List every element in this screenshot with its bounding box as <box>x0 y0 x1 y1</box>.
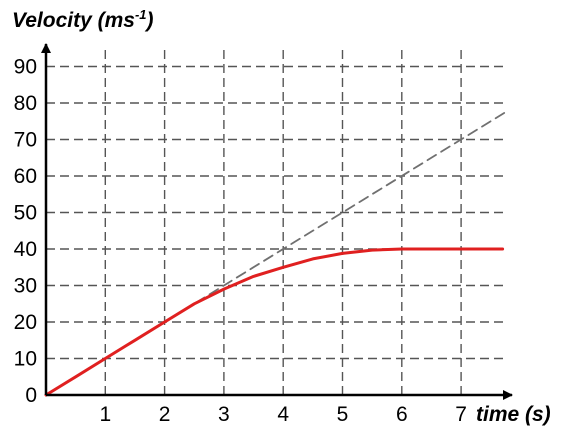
y-tick-label-10: 10 <box>14 348 37 371</box>
x-tick-label-6: 6 <box>396 403 408 426</box>
x-tick-label-1: 1 <box>99 403 111 426</box>
y-axis-title: Velocity (ms-1) <box>12 7 154 32</box>
y-tick-label-80: 80 <box>14 92 37 115</box>
y-tick-label-60: 60 <box>14 165 37 188</box>
y-axis-title-close: ) <box>145 9 154 32</box>
y-tick-label-0: 0 <box>25 384 37 407</box>
y-axis-title-exponent: -1 <box>135 7 147 22</box>
series-lines <box>44 109 510 397</box>
y-tick-label-50: 50 <box>14 202 37 225</box>
x-tick-label-7: 7 <box>455 403 467 426</box>
tick-labels: 0 10 20 30 40 50 60 70 80 90 1 2 3 4 5 6 7 <box>14 56 467 427</box>
y-tick-label-20: 20 <box>14 311 37 334</box>
x-tick-label-5: 5 <box>337 403 349 426</box>
x-tick-label-3: 3 <box>218 403 230 426</box>
x-tick-label-2: 2 <box>159 403 171 426</box>
axes <box>41 43 513 400</box>
y-axis-title-main: Velocity (ms <box>12 9 135 32</box>
grid-lines <box>46 50 505 395</box>
velocity-curve <box>44 247 505 397</box>
y-tick-label-90: 90 <box>14 56 37 79</box>
x-tick-label-4: 4 <box>277 403 289 426</box>
x-axis-title: time (s) <box>476 403 551 426</box>
y-tick-label-30: 30 <box>14 275 37 298</box>
y-tick-label-70: 70 <box>14 129 37 152</box>
y-tick-label-40: 40 <box>14 238 37 261</box>
